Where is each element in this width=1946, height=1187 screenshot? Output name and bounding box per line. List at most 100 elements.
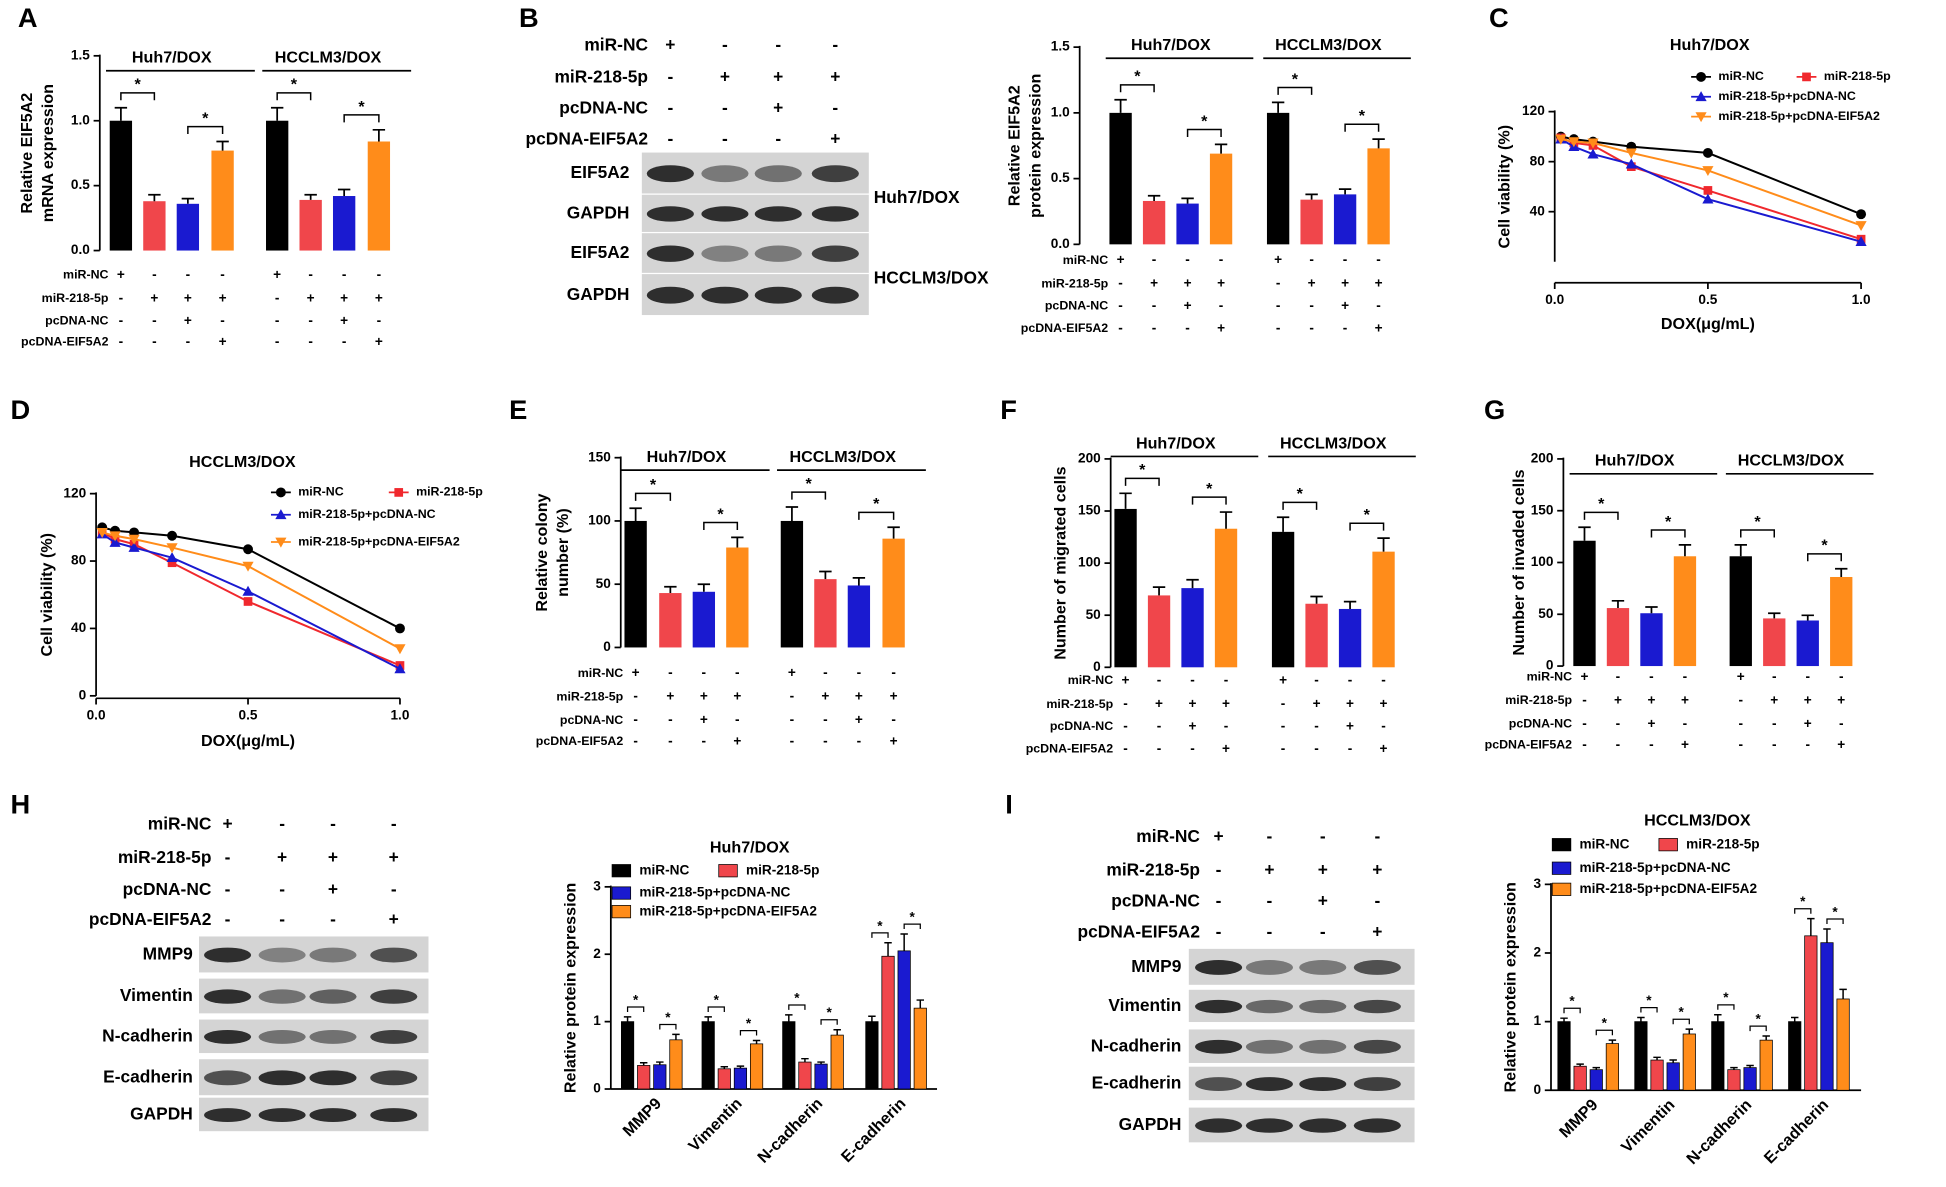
significance-star: *: [1292, 70, 1299, 88]
treatment-sign: -: [823, 733, 828, 748]
significance-bracket: [1749, 1025, 1767, 1032]
legend-swatch: [718, 864, 738, 878]
blot-band: [811, 245, 859, 262]
error-bar: [1276, 516, 1290, 532]
treatment-sign: -: [702, 665, 707, 680]
condition-sign: +: [277, 847, 287, 867]
error-bar: [1669, 1059, 1677, 1063]
marker: [1587, 148, 1599, 159]
significance-star: *: [1800, 894, 1806, 909]
significance-star: *: [1679, 1005, 1685, 1020]
treatment-sign: -: [1281, 696, 1286, 711]
treatment-label: pcDNA-NC: [560, 713, 623, 727]
treatment-sign: -: [1314, 673, 1319, 688]
treatment-sign: +: [1770, 692, 1778, 707]
significance-star: *: [1821, 537, 1828, 555]
treatment-sign: -: [1224, 718, 1229, 733]
treatment-sign: +: [1837, 737, 1845, 752]
x-tick-label: E-cadherin: [1761, 1096, 1833, 1168]
legend-label: miR-218-5p+pcDNA-EIF5A2: [639, 903, 817, 918]
error-bar: [1746, 1064, 1754, 1068]
bar: [1271, 531, 1295, 668]
significance-bracket: [903, 923, 921, 930]
bar: [1673, 556, 1697, 667]
bar: [1367, 148, 1390, 245]
significance-bracket: [1807, 553, 1842, 562]
treatment-sign: -: [1772, 669, 1777, 684]
bar: [1729, 556, 1752, 667]
treatment-label: miR-218-5p: [42, 291, 109, 305]
significance-star: *: [873, 495, 880, 513]
error-bar: [1791, 1016, 1799, 1022]
blot-band: [1245, 1077, 1294, 1091]
blot-row-label: GAPDH: [567, 284, 630, 304]
bar: [1300, 199, 1323, 245]
blot-band: [811, 286, 859, 304]
panel-letter: D: [11, 394, 31, 425]
legend-label: miR-218-5p+pcDNA-EIF5A2: [298, 534, 460, 548]
error-bar: [1119, 492, 1132, 509]
bar: [1711, 1021, 1725, 1091]
marker: [109, 536, 121, 547]
treatment-label: miR-218-5p: [1041, 276, 1108, 290]
treatment-sign: -: [275, 334, 280, 349]
bar: [1142, 200, 1166, 245]
condition-sign: +: [389, 847, 399, 867]
condition-sign: -: [832, 34, 838, 54]
legend-label: miR-218-5p+pcDNA-NC: [639, 885, 790, 900]
y-tick-label: 200: [1078, 451, 1101, 466]
bar: [1788, 1021, 1802, 1091]
condition-sign: +: [328, 879, 338, 899]
error-bar: [704, 1016, 712, 1022]
treatment-sign: -: [1343, 252, 1348, 267]
error-bar: [1147, 194, 1161, 201]
treatment-sign: +: [375, 334, 383, 349]
treatment-sign: -: [1314, 741, 1319, 756]
x-tick-label: 0.0: [87, 707, 106, 722]
bar: [798, 1061, 812, 1090]
condition-sign: +: [773, 98, 783, 118]
cell-line-label: HCCLM3/DOX: [874, 268, 989, 288]
treatment-sign: -: [1118, 298, 1123, 313]
error-bar: [1186, 578, 1199, 589]
blot-band: [370, 1070, 418, 1086]
treatment-sign: +: [855, 712, 863, 727]
treatment-sign: -: [152, 267, 157, 282]
treatment-sign: +: [1614, 692, 1622, 707]
bar: [1763, 618, 1786, 667]
treatment-sign: -: [1157, 741, 1162, 756]
error-bar: [1181, 197, 1194, 204]
error-bar: [731, 536, 744, 548]
significance-bracket: [1650, 529, 1686, 538]
treatment-sign: -: [1738, 692, 1743, 707]
blot-band: [701, 206, 749, 222]
y-tick-label: 100: [1078, 555, 1101, 570]
y-axis-label: Relative colony: [533, 493, 551, 611]
error-bar: [337, 188, 351, 197]
significance-star: *: [1134, 68, 1141, 86]
treatment-sign: -: [1649, 669, 1654, 684]
legend-swatch: [611, 864, 632, 878]
group-label: HCCLM3/DOX: [275, 49, 382, 67]
treatment-sign: -: [220, 313, 225, 328]
significance-star: *: [1359, 107, 1366, 125]
bar: [1830, 576, 1853, 667]
treatment-sign: +: [700, 689, 708, 704]
condition-sign: +: [1264, 859, 1274, 879]
x-tick-label: MMP9: [619, 1095, 665, 1141]
y-axis-label: Number of invaded cells: [1510, 469, 1528, 655]
error-bar: [656, 1061, 664, 1065]
error-bar: [1152, 586, 1166, 596]
bar: [913, 1007, 927, 1090]
marker: [166, 543, 178, 554]
x-tick-label: 0.0: [1545, 292, 1564, 307]
condition-sign: +: [830, 67, 840, 87]
error-bar: [785, 1014, 793, 1022]
y-tick-label: 50: [1086, 607, 1102, 622]
treatment-sign: +: [733, 733, 741, 748]
condition-sign: -: [722, 129, 728, 149]
legend-label: miR-218-5p+pcDNA-EIF5A2: [1718, 109, 1880, 123]
legend-label: miR-218-5p: [1824, 69, 1891, 83]
treatment-label: pcDNA-EIF5A2: [1026, 741, 1114, 755]
treatment-sign: +: [1581, 669, 1589, 684]
